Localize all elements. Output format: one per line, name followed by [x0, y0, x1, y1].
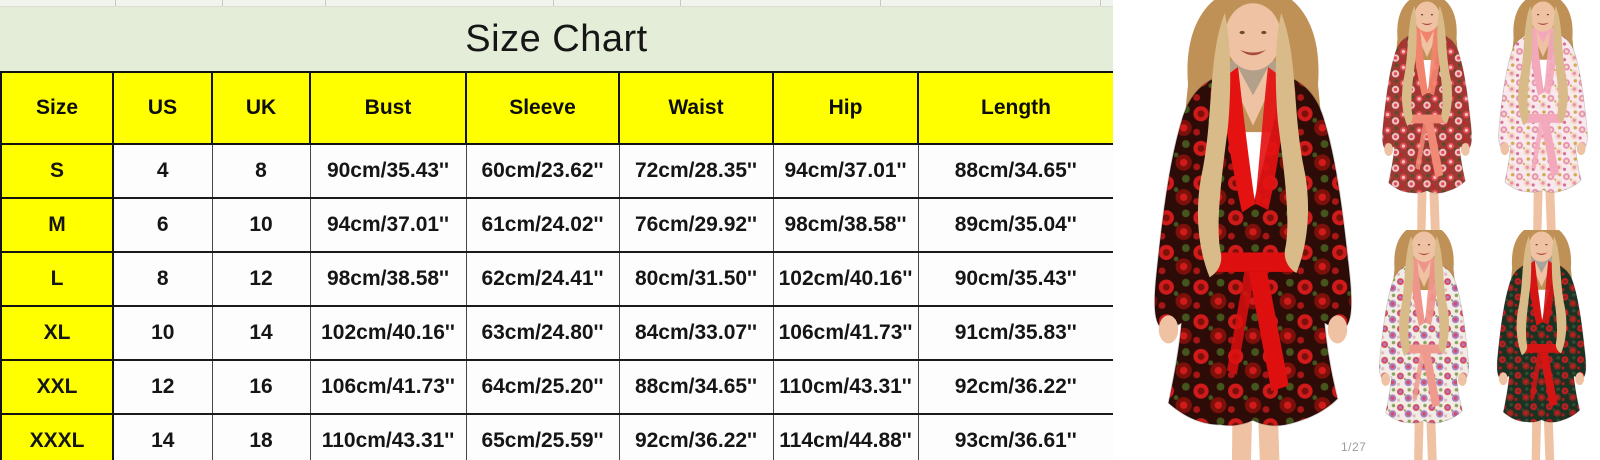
table-cell: 10 — [112, 305, 213, 361]
table-cell: 14 — [112, 413, 213, 460]
table-cell: 18 — [211, 413, 311, 460]
column-header-us: US — [112, 71, 213, 145]
size-row-header: M — [0, 197, 114, 253]
gridline-tick — [1100, 0, 1101, 6]
table-cell: 61cm/24.02'' — [465, 197, 620, 253]
table-cell: 89cm/35.04'' — [917, 197, 1115, 253]
column-header-uk: UK — [211, 71, 311, 145]
table-cell: 10 — [211, 197, 311, 253]
size-table: Size US UK Bust Sleeve Waist Hip Length S 4 8 90cm… — [0, 71, 1115, 460]
table-cell: 90cm/35.43'' — [917, 251, 1115, 307]
table-cell: 12 — [211, 251, 311, 307]
gridline-tick — [325, 0, 326, 6]
table-cell: 76cm/29.92'' — [618, 197, 774, 253]
column-header-bust: Bust — [309, 71, 467, 145]
table-cell: 93cm/36.61'' — [917, 413, 1115, 460]
table-header-row: Size US UK Bust Sleeve Waist Hip Length — [0, 71, 1115, 145]
size-chart-banner: Size Chart — [0, 7, 1113, 71]
size-row-header: L — [0, 251, 114, 307]
table-cell: 60cm/23.62'' — [465, 143, 620, 199]
table-cell: 12 — [112, 359, 213, 415]
size-row-header: XL — [0, 305, 114, 361]
robe-model-illustration — [1496, 230, 1587, 460]
page-title: Size Chart — [465, 17, 648, 60]
table-cell: 91cm/35.83'' — [917, 305, 1115, 361]
column-header-sleeve: Sleeve — [465, 71, 620, 145]
table-cell: 110cm/43.31'' — [309, 413, 467, 460]
table-cell: 88cm/34.65'' — [618, 359, 774, 415]
gridline-tick — [553, 0, 554, 6]
table-cell: 106cm/41.73'' — [309, 359, 467, 415]
table-row: XL 10 14 102cm/40.16'' 63cm/24.80'' 84cm/33.0… — [0, 305, 1115, 361]
table-cell: 16 — [211, 359, 311, 415]
table-cell: 6 — [112, 197, 213, 253]
table-cell: 92cm/36.22'' — [618, 413, 774, 460]
product-photo-coral-red-floral-robe[interactable] — [1368, 0, 1486, 230]
table-cell: 8 — [112, 251, 213, 307]
table-cell: 94cm/37.01'' — [772, 143, 919, 199]
table-cell: 102cm/40.16'' — [309, 305, 467, 361]
product-photo-dark-green-red-rose-robe[interactable] — [1483, 230, 1600, 460]
table-cell: 14 — [211, 305, 311, 361]
table-cell: 4 — [112, 143, 213, 199]
column-header-waist: Waist — [618, 71, 774, 145]
product-photo-red-rose-robe-main[interactable] — [1123, 0, 1383, 460]
table-cell: 64cm/25.20'' — [465, 359, 620, 415]
table-row: M 6 10 94cm/37.01'' 61cm/24.02'' 76cm/29.92''… — [0, 197, 1115, 253]
table-cell: 63cm/24.80'' — [465, 305, 620, 361]
table-row: S 4 8 90cm/35.43'' 60cm/23.62'' 72cm/28.35'' 9… — [0, 143, 1115, 199]
gridline-tick — [115, 0, 116, 6]
product-photo-white-multicolor-floral-robe[interactable] — [1365, 230, 1483, 460]
robe-model-illustration — [1379, 230, 1469, 460]
column-header-hip: Hip — [772, 71, 919, 145]
size-row-header: XXL — [0, 359, 114, 415]
table-cell: 84cm/33.07'' — [618, 305, 774, 361]
table-cell: 94cm/37.01'' — [309, 197, 467, 253]
gridline-tick — [222, 0, 223, 6]
gridline-tick — [680, 0, 681, 6]
column-header-size: Size — [0, 71, 114, 145]
size-row-header: S — [0, 143, 114, 199]
table-cell: 80cm/31.50'' — [618, 251, 774, 307]
table-cell: 92cm/36.22'' — [917, 359, 1115, 415]
size-row-header: XXXL — [0, 413, 114, 460]
table-cell: 106cm/41.73'' — [772, 305, 919, 361]
column-header-length: Length — [917, 71, 1115, 145]
table-row: L 8 12 98cm/38.58'' 62cm/24.41'' 80cm/31.50''… — [0, 251, 1115, 307]
table-cell: 98cm/38.58'' — [309, 251, 467, 307]
table-cell: 62cm/24.41'' — [465, 251, 620, 307]
table-cell: 65cm/25.59'' — [465, 413, 620, 460]
gridline-tick — [880, 0, 881, 6]
robe-model-illustration — [1153, 0, 1353, 460]
gallery-page-indicator: 1/27 — [1341, 440, 1367, 454]
table-cell: 110cm/43.31'' — [772, 359, 919, 415]
robe-model-illustration — [1382, 0, 1472, 230]
product-gallery[interactable]: 1/27 — [1113, 0, 1600, 460]
table-cell: 114cm/44.88'' — [772, 413, 919, 460]
table-cell: 102cm/40.16'' — [772, 251, 919, 307]
table-row: XXXL 14 18 110cm/43.31'' 65cm/25.59'' 92cm/36… — [0, 413, 1115, 460]
table-cell: 98cm/38.58'' — [772, 197, 919, 253]
table-cell: 90cm/35.43'' — [309, 143, 467, 199]
product-photo-light-pink-floral-robe[interactable] — [1486, 0, 1600, 230]
robe-model-illustration — [1498, 0, 1588, 230]
size-chart-panel: Size Chart Size US UK Bust Sleeve Waist Hip Len… — [0, 7, 1115, 460]
table-cell: 88cm/34.65'' — [917, 143, 1115, 199]
table-cell: 8 — [211, 143, 311, 199]
table-cell: 72cm/28.35'' — [618, 143, 774, 199]
table-row: XXL 12 16 106cm/41.73'' 64cm/25.20'' 88cm/34.… — [0, 359, 1115, 415]
